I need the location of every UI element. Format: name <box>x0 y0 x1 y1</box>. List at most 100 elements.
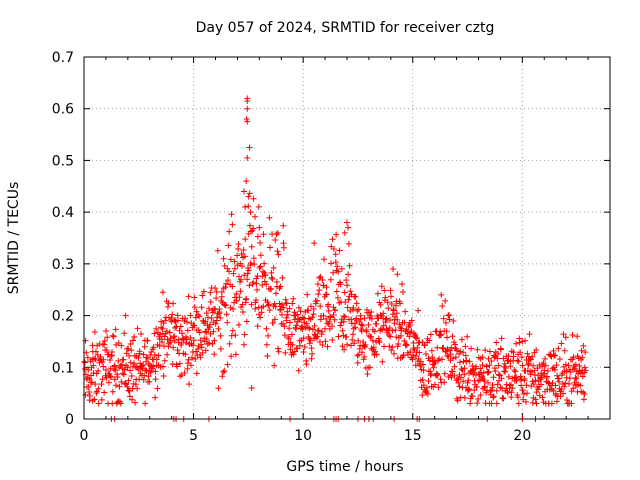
data-point-spike <box>311 240 318 247</box>
data-point <box>309 314 316 321</box>
data-point-spike <box>89 397 96 404</box>
data-point <box>98 396 105 403</box>
data-point <box>526 331 533 338</box>
data-point <box>308 355 315 362</box>
data-point <box>250 195 257 202</box>
data-point <box>229 327 236 334</box>
data-point <box>257 314 264 321</box>
data-point <box>159 363 166 370</box>
data-point <box>467 400 474 407</box>
data-point <box>161 333 168 340</box>
data-point-spike <box>245 193 252 200</box>
data-point <box>170 300 177 307</box>
data-point <box>134 385 141 392</box>
data-point <box>515 400 522 407</box>
data-point <box>102 366 109 373</box>
data-point-spike <box>519 338 526 345</box>
y-tick-label: 0.4 <box>52 205 74 221</box>
data-point <box>417 363 424 370</box>
data-point <box>334 263 341 270</box>
data-point <box>271 362 278 369</box>
data-point <box>165 300 172 307</box>
data-point <box>274 248 281 255</box>
data-point <box>413 353 420 360</box>
data-point <box>563 397 570 404</box>
data-point <box>182 339 189 346</box>
data-point <box>461 365 468 372</box>
data-point <box>523 382 530 389</box>
data-point <box>437 376 444 383</box>
data-point <box>454 397 461 404</box>
data-point-spike <box>280 240 287 247</box>
data-point <box>303 361 310 368</box>
data-point <box>254 323 261 330</box>
data-point <box>101 341 108 348</box>
data-point <box>277 283 284 290</box>
data-point <box>251 261 258 268</box>
data-point <box>223 311 230 318</box>
data-point <box>303 320 310 327</box>
data-point <box>562 380 569 387</box>
data-point <box>265 332 272 339</box>
data-point <box>295 315 302 322</box>
data-point <box>289 341 296 348</box>
data-point <box>333 231 340 238</box>
data-point <box>209 340 216 347</box>
data-point <box>328 260 335 267</box>
data-point <box>320 282 327 289</box>
data-point <box>288 331 295 338</box>
data-point <box>409 354 416 361</box>
data-point <box>142 367 149 374</box>
data-point <box>266 307 273 314</box>
data-point <box>272 236 279 243</box>
data-point <box>167 339 174 346</box>
data-point <box>519 387 526 394</box>
data-point <box>528 368 535 375</box>
data-point <box>329 337 336 344</box>
data-point <box>247 259 254 266</box>
data-point <box>530 362 537 369</box>
data-point <box>125 345 132 352</box>
data-point <box>275 348 282 355</box>
data-point <box>252 297 259 304</box>
data-point <box>261 260 268 267</box>
data-point <box>295 304 302 311</box>
data-point <box>263 325 270 332</box>
data-point <box>186 381 193 388</box>
data-point <box>351 340 358 347</box>
data-point <box>217 314 224 321</box>
data-point <box>345 296 352 303</box>
x-tick-label: 5 <box>189 428 198 444</box>
data-point <box>392 326 399 333</box>
data-point <box>397 324 404 331</box>
data-point <box>305 307 312 314</box>
data-point <box>561 347 568 354</box>
data-point <box>443 334 450 341</box>
data-point <box>184 327 191 334</box>
data-point <box>81 366 88 373</box>
data-point <box>354 359 361 366</box>
data-point <box>240 247 247 254</box>
data-point <box>192 356 199 363</box>
data-point <box>286 325 293 332</box>
data-point <box>187 312 194 319</box>
data-point <box>218 288 225 295</box>
data-point <box>124 364 131 371</box>
data-point <box>412 334 419 341</box>
data-point <box>566 375 573 382</box>
data-point <box>281 323 288 330</box>
data-point <box>473 383 480 390</box>
data-point <box>373 320 380 327</box>
data-point <box>552 352 559 359</box>
data-point <box>348 316 355 323</box>
data-point <box>177 323 184 330</box>
data-point <box>488 400 495 407</box>
data-point <box>350 304 357 311</box>
data-point <box>331 316 338 323</box>
data-point <box>485 379 492 386</box>
data-point <box>284 311 291 318</box>
data-point <box>413 335 420 342</box>
data-point <box>378 283 385 290</box>
data-point <box>399 281 406 288</box>
data-point <box>197 354 204 361</box>
